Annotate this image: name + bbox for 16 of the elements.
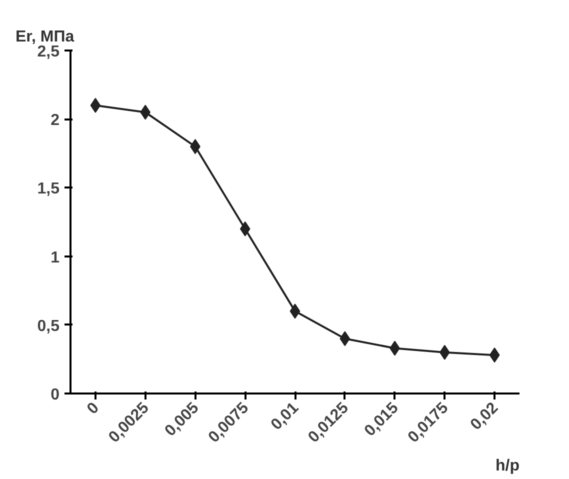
y-tick-label: 2,5	[37, 44, 60, 60]
x-tick-label: 0,01	[268, 399, 302, 434]
y-tick-label: 1,5	[37, 180, 60, 198]
x-tick-label: 0	[84, 399, 103, 418]
y-tick-label: 0,5	[37, 318, 60, 335]
y-axis-title: Er, МПа	[16, 28, 74, 46]
y-tick-label: 1	[50, 249, 60, 266]
x-tick-label: 0,02	[468, 399, 502, 434]
point	[290, 304, 300, 319]
x-axis-title: h/p	[496, 458, 520, 474]
point	[489, 348, 500, 363]
y-tick-label: 2	[50, 112, 60, 130]
y-tick-label: 0	[50, 386, 60, 404]
point	[90, 98, 101, 113]
point	[240, 221, 250, 236]
point	[340, 331, 350, 346]
